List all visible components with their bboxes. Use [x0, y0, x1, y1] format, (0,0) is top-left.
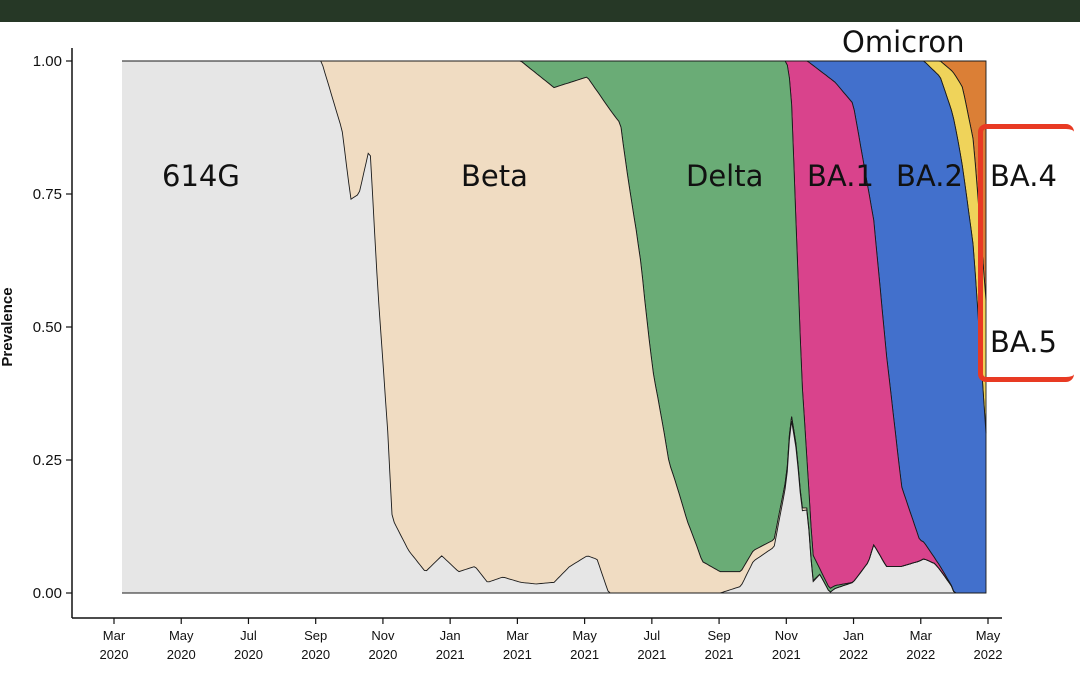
label-614g: 614G	[162, 159, 240, 193]
x-tick-month: Jul	[644, 628, 661, 643]
x-tick-year: 2020	[100, 647, 129, 662]
x-tick-month: Jan	[843, 628, 864, 643]
x-tick-month: Mar	[506, 628, 529, 643]
top-bar	[0, 0, 1080, 22]
x-tick-month: Nov	[775, 628, 799, 643]
x-tick-month: Nov	[371, 628, 395, 643]
x-tick-year: 2022	[974, 647, 1003, 662]
x-tick-year: 2021	[637, 647, 666, 662]
x-tick-year: 2020	[301, 647, 330, 662]
highlight-box	[978, 124, 1074, 382]
x-tick-month: Sep	[708, 628, 731, 643]
x-tick-year: 2021	[436, 647, 465, 662]
y-ticks: 0.00 0.25 0.50 0.75 1.00	[33, 53, 72, 602]
x-tick-year: 2021	[705, 647, 734, 662]
x-tick-month: May	[976, 628, 1001, 643]
label-ba5: BA.5	[990, 325, 1057, 359]
x-tick-year: 2021	[503, 647, 532, 662]
x-tick-month: Jul	[240, 628, 257, 643]
x-tick-year: 2020	[368, 647, 397, 662]
x-tick-year: 2020	[234, 647, 263, 662]
x-tick-year: 2022	[839, 647, 868, 662]
label-omicron: Omicron	[842, 25, 965, 59]
x-tick-month: Mar	[103, 628, 126, 643]
x-tick-month: Sep	[304, 628, 327, 643]
x-tick-month: Jan	[440, 628, 461, 643]
label-delta: Delta	[686, 159, 763, 193]
y-tick-label: 0.00	[33, 585, 62, 602]
x-ticks: Mar 2020 May 2020 Jul 2020 Sep 2020 Nov 2020 Jan 20…	[100, 618, 1003, 662]
x-tick-month: Mar	[910, 628, 933, 643]
label-ba4: BA.4	[990, 159, 1057, 193]
x-tick-year: 2021	[772, 647, 801, 662]
y-tick-label: 0.25	[33, 452, 62, 469]
y-tick-label: 0.75	[33, 186, 62, 203]
y-axis-title: Prevalence	[0, 287, 16, 366]
x-tick-month: May	[572, 628, 597, 643]
x-tick-year: 2020	[167, 647, 196, 662]
x-tick-month: May	[169, 628, 194, 643]
x-tick-year: 2021	[570, 647, 599, 662]
y-tick-label: 0.50	[33, 319, 62, 336]
label-ba2: BA.2	[896, 159, 963, 193]
y-tick-label: 1.00	[33, 53, 62, 70]
axes-layer	[71, 48, 1002, 619]
x-tick-year: 2022	[906, 647, 935, 662]
area-layer	[122, 60, 987, 594]
label-beta: Beta	[461, 159, 528, 193]
label-ba1: BA.1	[807, 159, 874, 193]
